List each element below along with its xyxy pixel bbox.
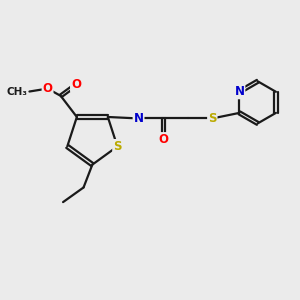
Text: N: N	[234, 85, 244, 98]
Text: S: S	[208, 112, 217, 125]
Text: S: S	[113, 140, 122, 153]
Text: O: O	[43, 82, 52, 95]
Text: O: O	[158, 133, 168, 146]
Text: CH₃: CH₃	[7, 86, 28, 97]
Text: O: O	[71, 78, 81, 91]
Text: H: H	[134, 110, 142, 121]
Text: N: N	[134, 112, 144, 125]
